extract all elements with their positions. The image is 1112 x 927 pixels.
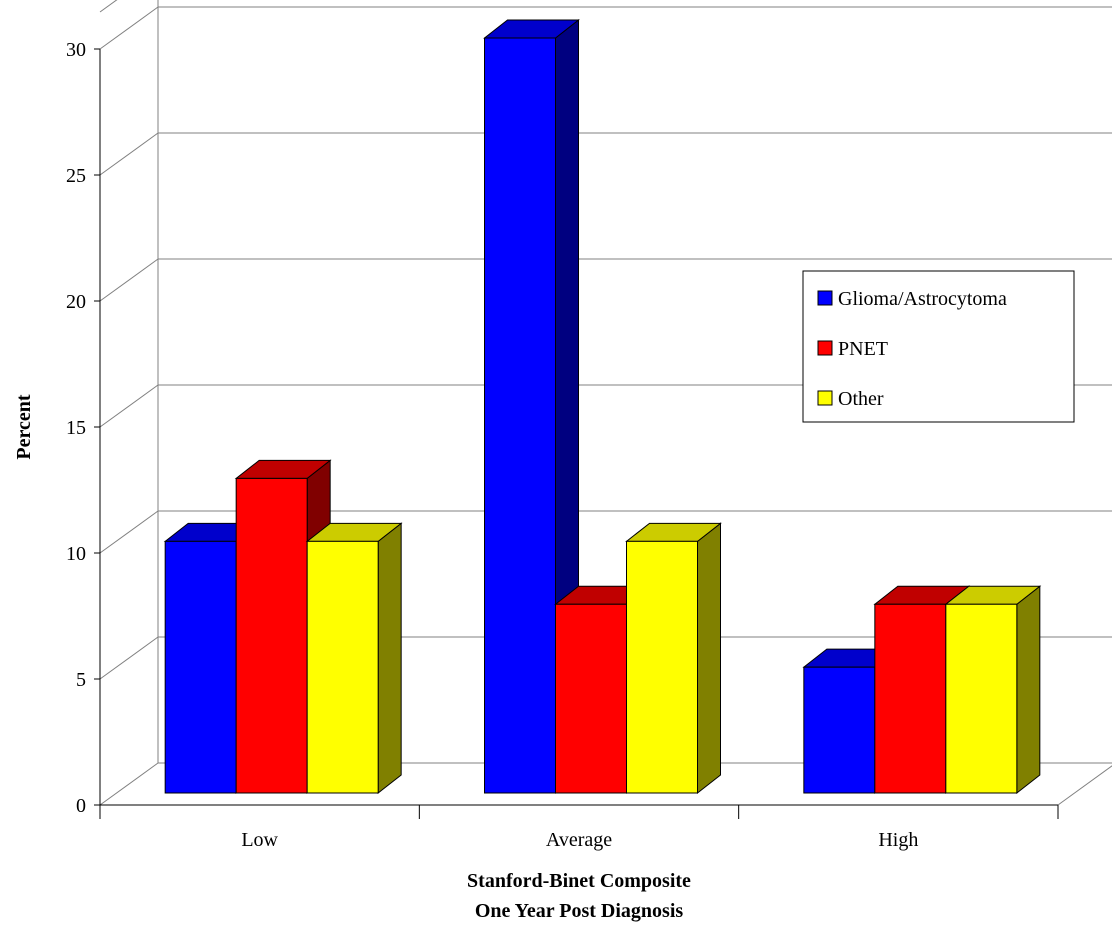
- gridline-side: [99, 762, 159, 806]
- legend-box: [802, 270, 1075, 423]
- bar-front: [803, 666, 876, 794]
- legend: Glioma/Astrocytoma PNET Other: [802, 270, 1075, 423]
- bar-side: [377, 522, 402, 795]
- gridline-side: [99, 258, 159, 302]
- gridline-side: [99, 510, 159, 554]
- bar-high-other: [944, 585, 1042, 795]
- axes: [94, 48, 1059, 819]
- bar-front: [235, 477, 308, 794]
- x-tick-label: Low: [241, 829, 278, 851]
- y-tick-label: 20: [66, 291, 86, 313]
- y-tick-label: 30: [66, 39, 86, 61]
- bar-front: [555, 603, 627, 794]
- x-tick-label: Average: [546, 829, 612, 851]
- x-tick-label: High: [878, 829, 918, 851]
- y-tick-label: 15: [66, 417, 86, 439]
- legend-swatch-other: [817, 390, 833, 406]
- bar-front: [945, 603, 1018, 794]
- y-axis-title: Percent: [13, 394, 35, 459]
- bar-side: [1016, 585, 1041, 795]
- gridline-side: [99, 384, 159, 428]
- legend-swatch-pnet: [817, 340, 833, 356]
- y-tick-label: 5: [76, 669, 86, 691]
- gridline-side: [99, 132, 159, 176]
- bar-front: [164, 540, 237, 794]
- floor-right-edge: [1057, 765, 1112, 806]
- legend-label-other: Other: [838, 388, 884, 410]
- gridline-side: [99, 636, 159, 680]
- y-tick-labels: 0 5 10 15 20 25 30: [66, 39, 86, 817]
- bar-front: [306, 540, 379, 794]
- bar-front: [874, 603, 947, 794]
- bar-low-other: [305, 522, 403, 795]
- bars: [163, 18, 1042, 795]
- y-tick-label: 10: [66, 543, 86, 565]
- bar-front: [484, 37, 556, 794]
- legend-label-glioma: Glioma/Astrocytoma: [838, 288, 1007, 310]
- x-tick-labels: Low Average High: [241, 829, 918, 851]
- y-tick-label: 25: [66, 165, 86, 187]
- bar-front: [626, 540, 698, 794]
- bar-side: [697, 522, 721, 795]
- x-axis-title-line-1: Stanford-Binet Composite: [467, 870, 691, 892]
- legend-swatch-glioma: [817, 290, 833, 306]
- gridline-side: [99, 6, 159, 50]
- legend-label-pnet: PNET: [838, 338, 888, 360]
- y-tick-label: 0: [76, 795, 86, 817]
- side-wall-top-edge: [99, 0, 118, 13]
- bar-average-other: [625, 522, 722, 795]
- x-axis-title-line-2: One Year Post Diagnosis: [475, 900, 684, 922]
